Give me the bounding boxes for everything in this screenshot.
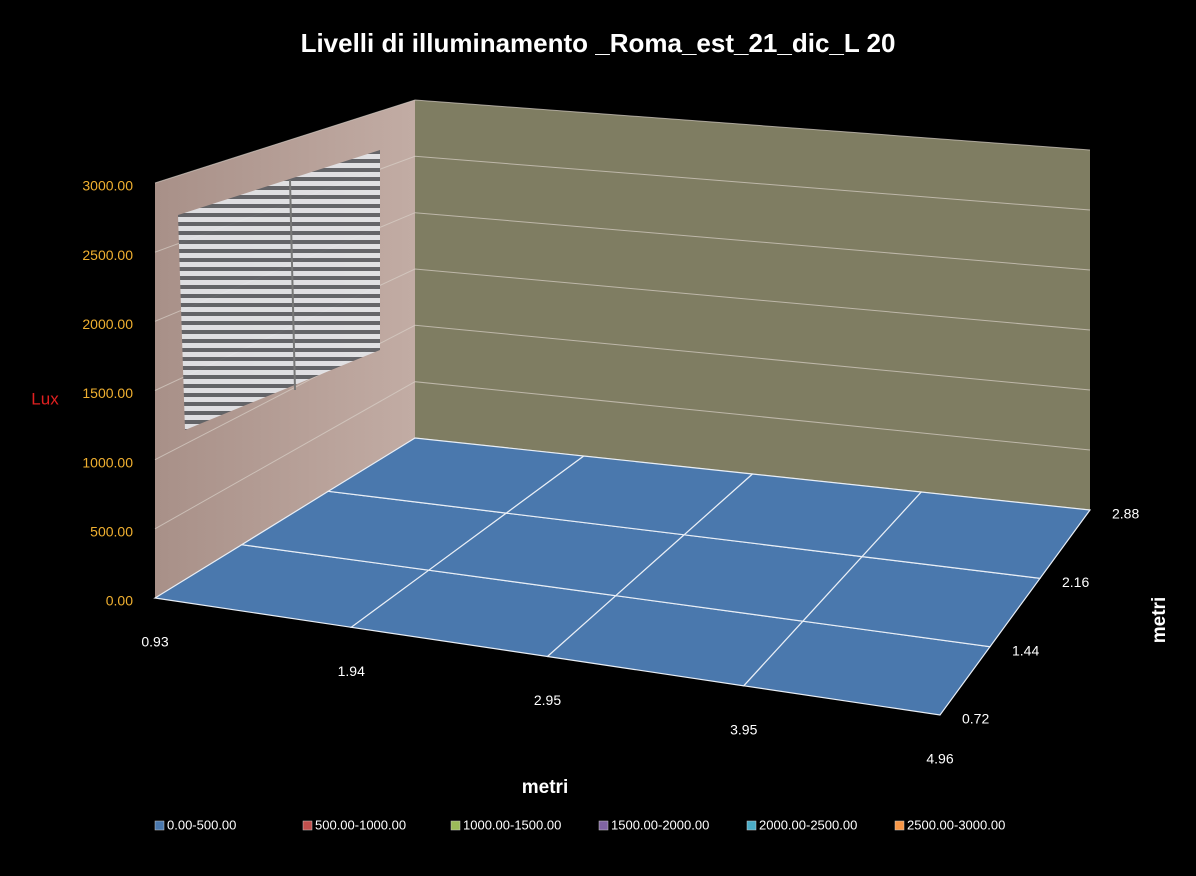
- z-tick-label: 2000.00: [82, 316, 133, 332]
- z-tick-label: 500.00: [90, 524, 133, 540]
- grid-line: [154, 381, 1091, 530]
- z-axis-title: Lux: [31, 389, 59, 408]
- y-tick-label: 2.88: [1112, 506, 1139, 522]
- legend-label: 2500.00-3000.00: [907, 817, 1005, 832]
- x-tick-label: 0.93: [141, 634, 168, 650]
- legend-swatch: [154, 820, 165, 831]
- z-tick-label: 2500.00: [82, 247, 133, 263]
- chart-title: Livelli di illuminamento _Roma_est_21_di…: [301, 28, 896, 58]
- surface-cell: [860, 491, 1092, 579]
- y-tick-label: 2.16: [1062, 574, 1089, 590]
- legend-swatch: [302, 820, 313, 831]
- z-tick-label: 1500.00: [82, 385, 133, 401]
- legend-swatch: [598, 820, 609, 831]
- legend-label: 0.00-500.00: [167, 817, 236, 832]
- x-tick-label: 3.95: [730, 721, 757, 737]
- y-tick-label: 0.72: [962, 711, 989, 727]
- z-tick-label: 1000.00: [82, 454, 133, 470]
- legend-label: 500.00-1000.00: [315, 817, 406, 832]
- z-tick-label: 3000.00: [82, 178, 133, 194]
- y-tick-label: 1.44: [1012, 642, 1039, 658]
- back-wall: [415, 100, 1090, 510]
- x-tick-label: 4.96: [926, 751, 953, 767]
- x-axis-title: metri: [522, 777, 568, 798]
- legend-label: 2000.00-2500.00: [759, 817, 857, 832]
- grid-line: [154, 99, 1091, 184]
- legend-label: 1500.00-2000.00: [611, 817, 709, 832]
- grid-line: [154, 324, 1091, 461]
- z-tick-label: 0.00: [106, 593, 133, 609]
- legend-label: 1000.00-1500.00: [463, 817, 561, 832]
- x-tick-label: 1.94: [338, 663, 365, 679]
- x-tick-label: 2.95: [534, 692, 561, 708]
- window-blinds: [178, 150, 380, 430]
- window-frame: [289, 179, 296, 391]
- y-axis-title: metri: [1149, 597, 1170, 643]
- legend-swatch: [450, 820, 461, 831]
- legend-swatch: [746, 820, 757, 831]
- legend-swatch: [894, 820, 905, 831]
